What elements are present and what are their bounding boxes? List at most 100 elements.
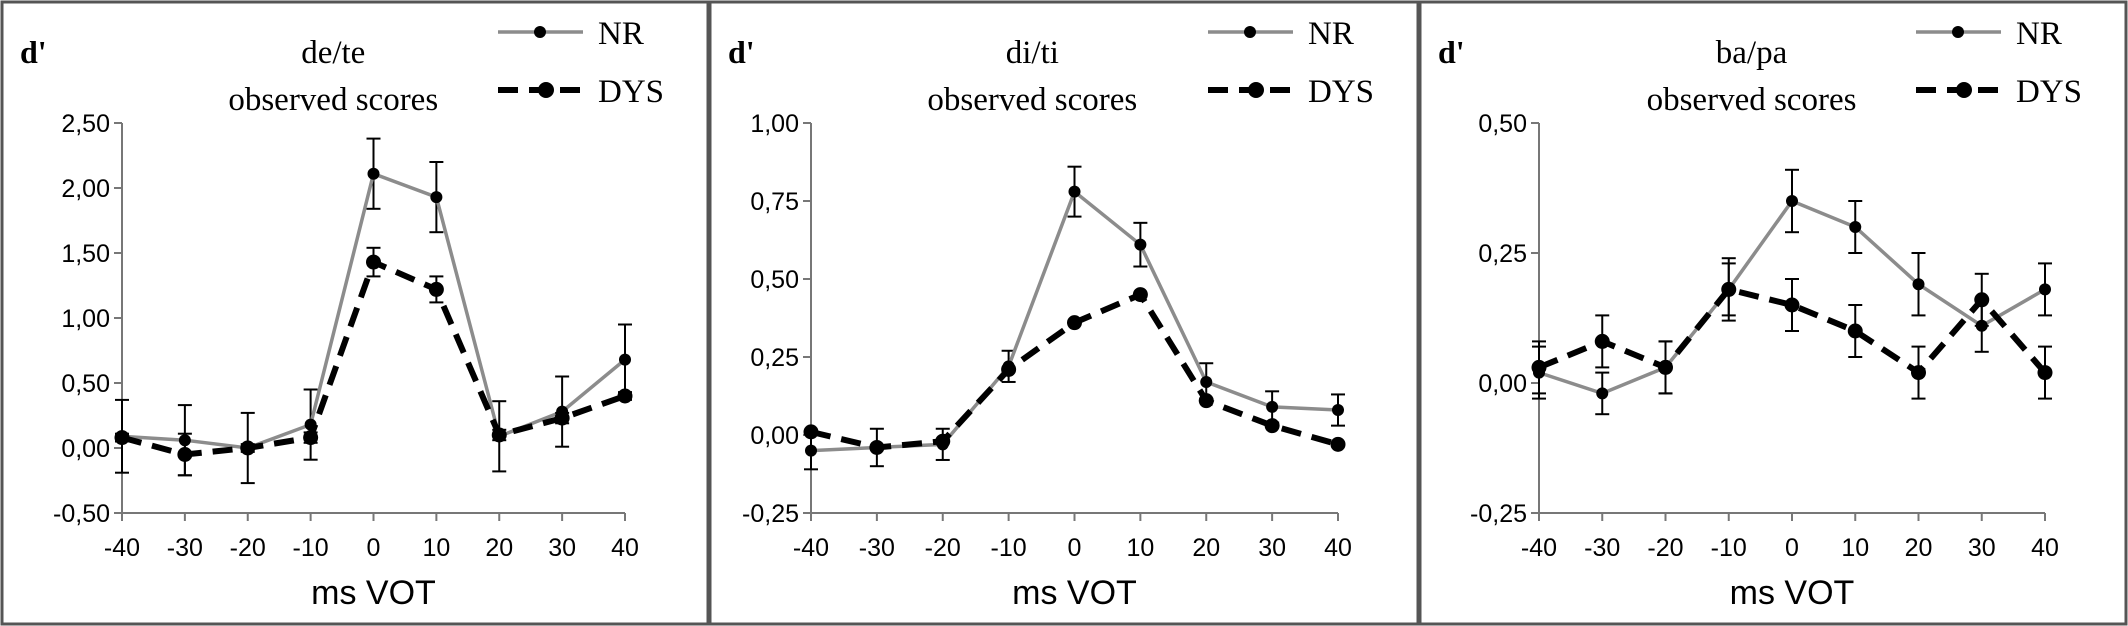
x-tick-label: 0	[367, 534, 381, 562]
panel-frame	[1418, 0, 2128, 626]
data-point	[617, 388, 633, 404]
data-point	[1784, 297, 1800, 313]
legend-marker-nr	[1952, 26, 1964, 38]
y-tick-label: 0,25	[1478, 240, 1527, 268]
x-axis-label: ms VOT	[1730, 574, 1855, 612]
data-point	[935, 433, 951, 449]
x-tick-label: 0	[1785, 534, 1799, 562]
x-tick-label: -20	[925, 534, 961, 562]
data-point	[554, 410, 570, 426]
data-point	[2039, 283, 2051, 296]
data-point	[1974, 292, 1990, 308]
chart-title: di/ti	[1006, 35, 1059, 71]
chart-panel-3: ba/pa observed scores d' ms VOT -0,25 0,00 0,2…	[1418, 0, 2128, 626]
panel-frame	[708, 0, 1420, 626]
data-point	[428, 281, 444, 297]
legend: NR DYS	[1916, 16, 2082, 110]
chart-subtitle: observed scores	[228, 82, 438, 118]
data-point	[491, 427, 507, 443]
x-axis-label: ms VOT	[1012, 574, 1137, 612]
x-tick-label: 40	[2031, 534, 2059, 562]
data-point	[1721, 281, 1737, 297]
legend-marker-dys	[1956, 82, 1972, 98]
series-dys	[803, 287, 1346, 455]
chart-panel-1: de/te observed scores d' ms VOT -0,50 0,00 0,5…	[0, 0, 710, 626]
data-point	[1132, 287, 1148, 303]
x-tick-label: -30	[167, 534, 203, 562]
x-tick-label: 40	[611, 534, 639, 562]
data-point	[177, 447, 193, 462]
y-tick-label: 2,50	[61, 110, 110, 138]
data-point	[1266, 400, 1279, 413]
series-line	[1537, 286, 2048, 377]
y-tick-label: 1,50	[61, 240, 110, 268]
y-tick-label: 0,25	[750, 344, 799, 372]
x-tick-label: -40	[1521, 534, 1557, 562]
x-tick-label: 40	[1324, 534, 1352, 562]
x-tick-label: -40	[793, 534, 829, 562]
x-tick-label: -20	[1647, 534, 1683, 562]
y-tick-label: 0,00	[61, 435, 110, 463]
data-point	[2037, 365, 2053, 381]
x-tick-label: -30	[859, 534, 895, 562]
data-point	[1786, 195, 1798, 207]
data-point	[1001, 361, 1017, 377]
legend-label-dys: DYS	[1308, 74, 1374, 110]
y-axis-label: d'	[1438, 34, 1465, 70]
data-point	[1849, 221, 1862, 233]
y-tick-label: -0,25	[742, 500, 799, 528]
y-tick-label: 1,00	[750, 110, 799, 138]
data-point	[1596, 387, 1609, 400]
series-dys	[1531, 262, 2053, 400]
legend: NR DYS	[1208, 16, 1374, 110]
legend-marker-dys	[1248, 82, 1264, 98]
y-tick-label: 0,50	[750, 266, 799, 294]
chart-subtitle: observed scores	[1647, 82, 1857, 118]
y-tick-label: -0,25	[1470, 500, 1527, 528]
data-point	[1531, 359, 1547, 375]
data-point	[1264, 418, 1280, 434]
x-tick-label: 30	[1968, 534, 1996, 562]
x-tick-label: -10	[293, 534, 329, 562]
data-point	[1911, 365, 1926, 381]
x-tick-label: 30	[548, 534, 576, 562]
chart-title: de/te	[301, 35, 365, 71]
data-point	[1134, 238, 1147, 251]
series-dys	[114, 246, 633, 477]
x-tick-label: 20	[485, 534, 513, 562]
y-axis-label: d'	[728, 34, 755, 70]
data-point	[805, 444, 817, 457]
y-tick-label: 0,75	[750, 188, 799, 216]
data-point	[1067, 315, 1082, 331]
y-tick-label: 2,00	[61, 175, 110, 203]
y-axis-label: d'	[20, 34, 47, 70]
x-tick-label: 10	[1126, 534, 1154, 562]
x-axis-label: ms VOT	[311, 574, 436, 612]
x-tick-label: 30	[1258, 534, 1286, 562]
data-point	[240, 440, 256, 456]
chart-subtitle: observed scores	[927, 82, 1137, 118]
chart-title: ba/pa	[1716, 35, 1788, 71]
data-point	[1330, 436, 1346, 452]
data-point	[1068, 185, 1081, 198]
y-tick-label: 0,50	[61, 370, 110, 398]
data-point	[869, 439, 885, 455]
legend-marker-nr	[534, 26, 546, 38]
y-tick-label: 0,00	[1478, 370, 1527, 398]
x-tick-label: 10	[422, 534, 450, 562]
data-point	[619, 353, 631, 366]
legend-label-nr: NR	[2016, 16, 2062, 52]
data-point	[1200, 375, 1213, 388]
data-point	[114, 430, 130, 446]
x-tick-label: -30	[1584, 534, 1620, 562]
x-tick-label: -10	[1711, 534, 1747, 562]
legend-label-nr: NR	[598, 16, 644, 52]
legend-label-dys: DYS	[2016, 74, 2082, 110]
data-point	[803, 424, 819, 440]
legend-marker-nr	[1244, 26, 1256, 38]
x-tick-label: -10	[991, 534, 1027, 562]
chart-panel-2: di/ti observed scores d' ms VOT -0,25 0,00 0,2…	[708, 0, 1420, 626]
y-tick-label: 0,50	[1478, 110, 1527, 138]
data-point	[1594, 333, 1610, 349]
